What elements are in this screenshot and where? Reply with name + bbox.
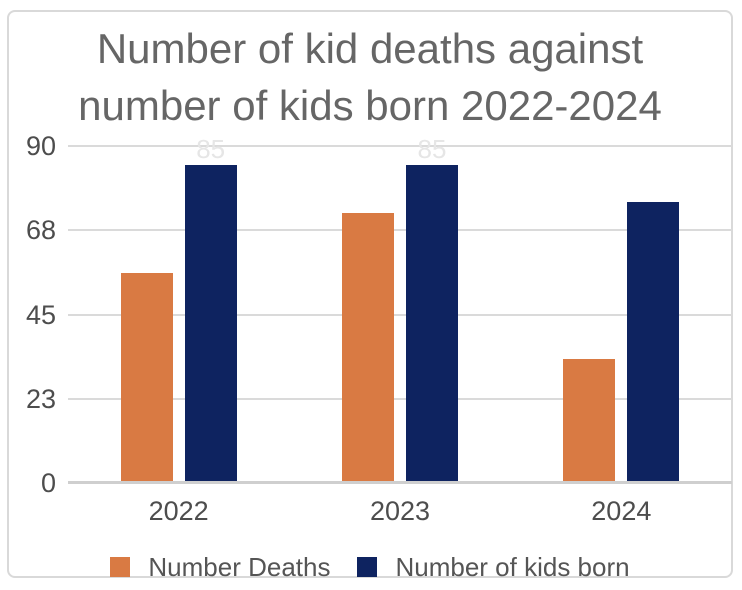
legend-entry-born[interactable]: Number of kids born <box>357 552 630 582</box>
gridline-23 <box>68 397 732 400</box>
bar-2024-deaths[interactable] <box>563 359 616 483</box>
x-tick-label-2022: 2022 <box>148 496 209 526</box>
x-tick-label-2023: 2023 <box>369 496 431 526</box>
chart-legend: Number Deaths Number of kids born <box>9 553 731 581</box>
legend-label: Number of kids born <box>395 552 630 582</box>
bar-data-label-2022: 85 <box>196 133 226 164</box>
chart-title-text: Number of kid deaths against number of k… <box>78 25 662 129</box>
y-tick-label-23: 23 <box>25 383 56 414</box>
legend-swatch-icon <box>357 557 378 577</box>
legend-swatch-icon <box>110 557 131 577</box>
bar-2023-born[interactable] <box>406 164 458 483</box>
chart-card: Number of kid deaths against number of k… <box>7 10 733 581</box>
bar-2023-deaths[interactable] <box>342 213 394 483</box>
plot-area: 0 23 45 68 90 85 85 2022 2023 2024 <box>26 132 732 525</box>
x-tick-label-2024: 2024 <box>591 496 652 526</box>
gridline-68 <box>68 229 732 232</box>
y-tick-label-68: 68 <box>25 215 56 246</box>
gridline-90 <box>68 145 732 147</box>
legend-label: Number Deaths <box>148 552 331 582</box>
x-axis-line <box>68 481 732 484</box>
y-tick-label-0: 0 <box>40 468 56 498</box>
y-tick-label-90: 90 <box>25 131 56 161</box>
bar-2024-born[interactable] <box>627 202 680 483</box>
bar-2022-deaths[interactable] <box>120 273 173 483</box>
bar-2022-born[interactable] <box>184 164 237 483</box>
chart-title: Number of kid deaths against number of k… <box>9 21 731 134</box>
legend-entry-deaths[interactable]: Number Deaths <box>110 553 330 581</box>
y-tick-label-45: 45 <box>25 299 56 330</box>
bar-data-label-2023: 85 <box>417 133 447 164</box>
gridline-45 <box>68 313 732 316</box>
